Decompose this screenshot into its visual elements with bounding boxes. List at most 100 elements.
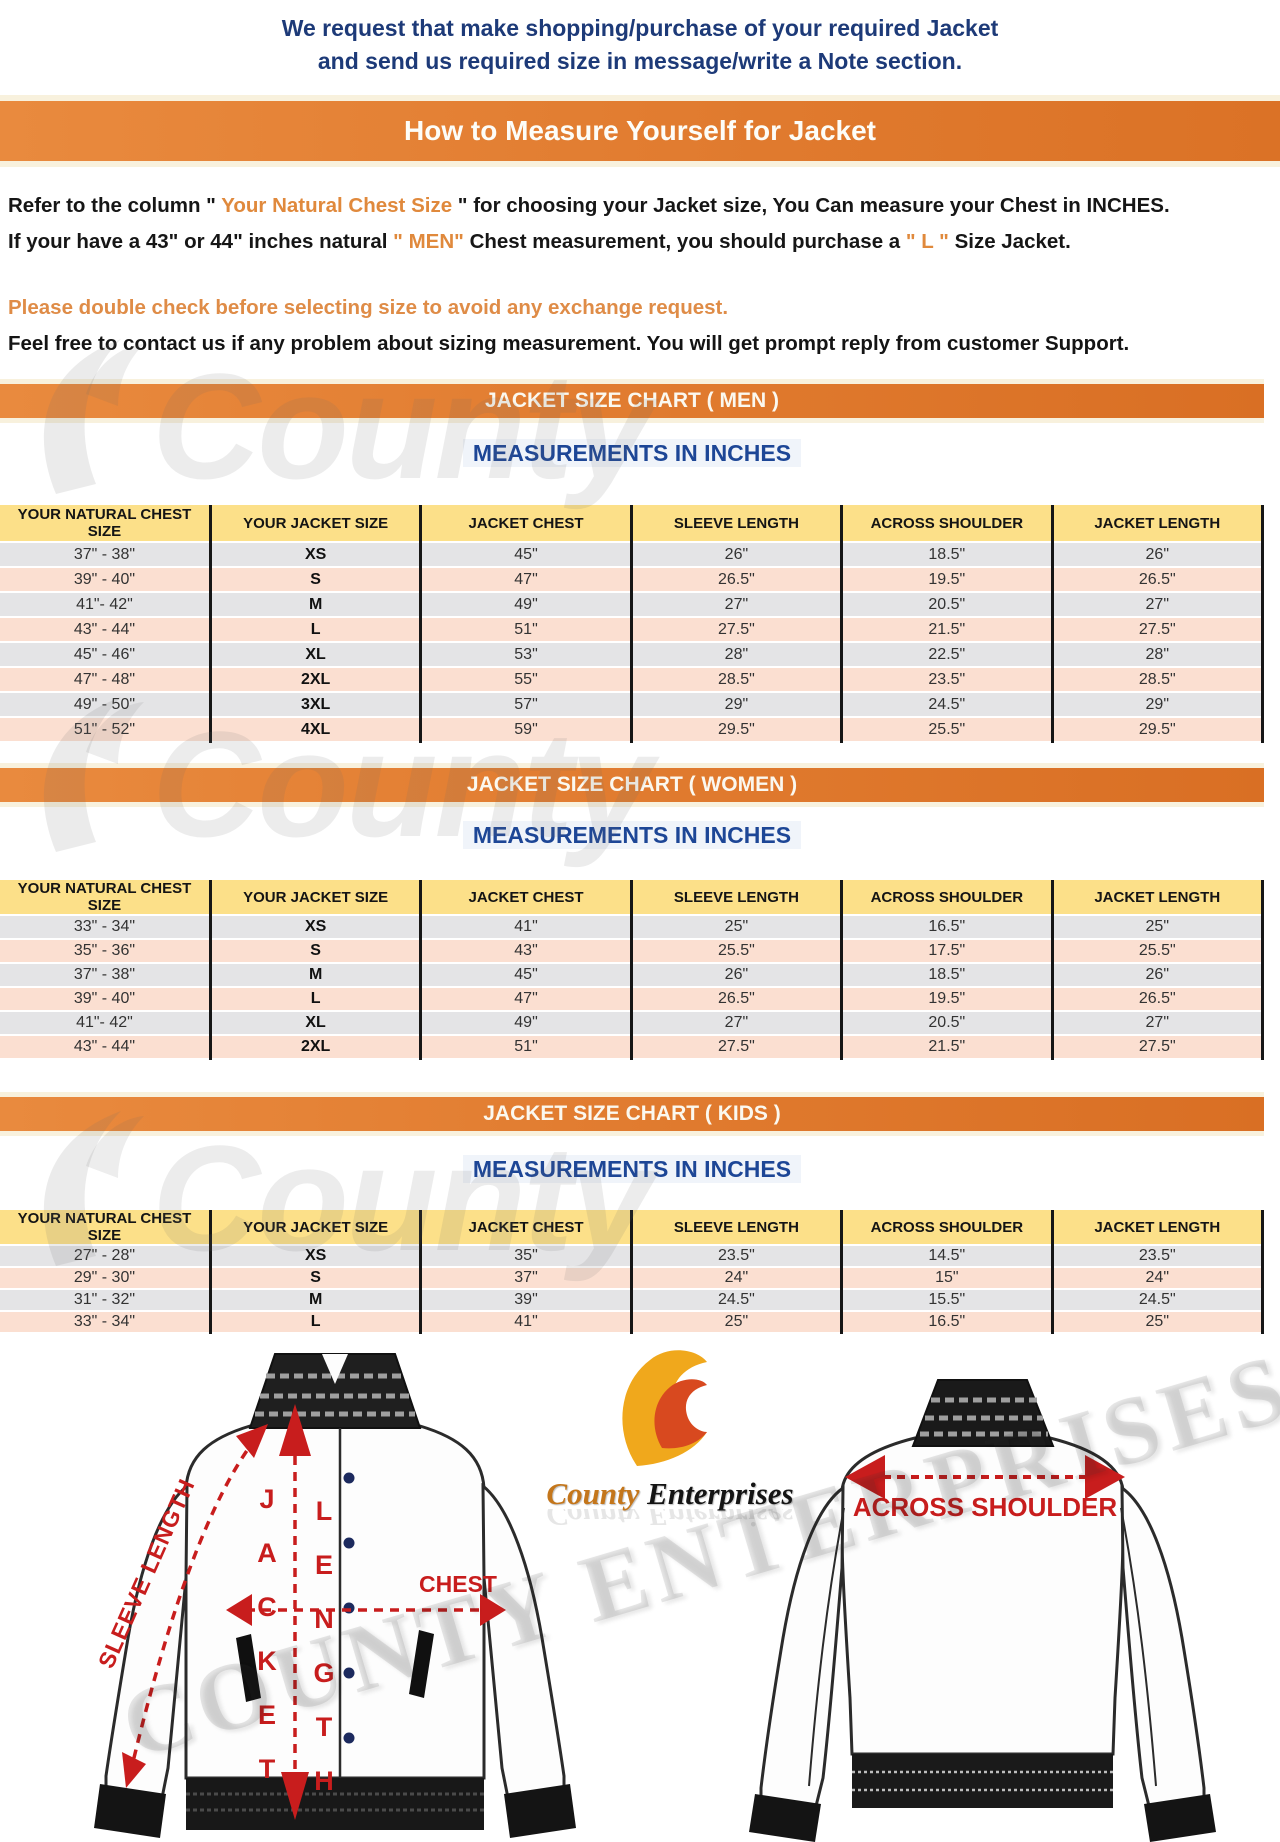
table-cell: L — [210, 617, 423, 643]
kids-size-table: YOUR NATURAL CHEST SIZE YOUR JACKET SIZE J… — [0, 1210, 1265, 1334]
table-cell: 47" — [420, 567, 633, 593]
left-pocket — [236, 1634, 261, 1702]
left-sleeve — [104, 1482, 189, 1800]
column-header: YOUR NATURAL CHEST SIZE — [0, 880, 212, 916]
sleeve-seam — [1120, 1507, 1157, 1787]
table-cell: 35" - 36" — [0, 939, 212, 964]
table-cell: 35" — [420, 1245, 633, 1268]
table-cell: 19.5" — [841, 567, 1054, 593]
sizing-note-line2: If your have a 43" or 44" inches natural… — [8, 224, 1268, 260]
table-cell: XS — [210, 542, 423, 568]
table-row: 37" - 38" M 45" 26" 18.5" 26" — [0, 963, 1265, 988]
column-header: YOUR NATURAL CHEST SIZE — [0, 1210, 212, 1246]
table-cell: 18.5" — [841, 542, 1054, 568]
jacket-back-diagram: ACROSS SHOULDER — [749, 1379, 1216, 1842]
table-row: 51" - 52" 4XL 59" 29.5" 25.5" 29.5" — [0, 717, 1265, 743]
table-cell: 47" - 48" — [0, 667, 212, 693]
table-cell: 26" — [631, 963, 844, 988]
arrowhead — [845, 1455, 885, 1499]
column-header: ACROSS SHOULDER — [841, 505, 1054, 543]
table-cell: 25.5" — [631, 939, 844, 964]
table-cell: 41" — [420, 1311, 633, 1334]
note-text: Size Jacket. — [948, 230, 1071, 253]
intro-line2: and send us required size in message/wri… — [317, 48, 963, 74]
table-cell: 49" - 50" — [0, 692, 212, 718]
table-cell: S — [210, 939, 423, 964]
table-cell: 51" - 52" — [0, 717, 212, 743]
arrowhead — [281, 1772, 309, 1820]
women-subtitle-text: MEASUREMENTS IN INCHES — [462, 821, 802, 849]
table-cell: 33" - 34" — [0, 915, 212, 940]
table-cell: 24.5" — [1052, 1289, 1265, 1312]
county-watermark-text: County — [152, 342, 654, 510]
column-header: JACKET CHEST — [420, 505, 633, 543]
button — [343, 1602, 355, 1614]
men-chart-banner: JACKET SIZE CHART ( MEN ) — [0, 379, 1264, 423]
table-cell: 45" — [420, 542, 633, 568]
note-text: If your have a 43" or 44" inches natural — [8, 230, 394, 253]
men-subtitle: MEASUREMENTS IN INCHES — [0, 439, 1264, 467]
table-cell: 39" - 40" — [0, 987, 212, 1012]
button — [343, 1732, 355, 1744]
table-cell: 2XL — [210, 1035, 423, 1060]
county-enterprises-logo-icon — [622, 1350, 707, 1466]
table-row: 33" - 34" L 41" 25" 16.5" 25" — [0, 1311, 1265, 1334]
column-header: YOUR JACKET SIZE — [210, 880, 423, 916]
table-row: 37" - 38" XS 45" 26" 18.5" 26" — [0, 542, 1265, 568]
column-header: YOUR JACKET SIZE — [210, 1210, 423, 1246]
table-cell: 26" — [1052, 542, 1265, 568]
right-cuff — [504, 1784, 576, 1838]
table-cell: 3XL — [210, 692, 423, 718]
table-cell: 26" — [631, 542, 844, 568]
sleeve-length-arrow — [130, 1436, 258, 1767]
women-chart-banner: JACKET SIZE CHART ( WOMEN ) — [0, 763, 1264, 807]
table-cell: 29.5" — [631, 717, 844, 743]
table-cell: 51" — [420, 1035, 633, 1060]
table-cell: 43" — [420, 939, 633, 964]
right-sleeve — [481, 1482, 566, 1800]
table-cell: XS — [210, 1245, 423, 1268]
logo-county: County — [546, 1476, 640, 1511]
table-row: 31" - 32" M 39" 24.5" 15.5" 24.5" — [0, 1289, 1265, 1312]
table-cell: 27.5" — [631, 617, 844, 643]
table-cell: 28.5" — [1052, 667, 1265, 693]
note-highlight: " L " — [905, 230, 949, 253]
back-left-cuff — [749, 1794, 821, 1842]
table-cell: 24" — [1052, 1267, 1265, 1290]
men-subtitle-text: MEASUREMENTS IN INCHES — [462, 439, 802, 467]
arrowhead — [226, 1594, 252, 1626]
kids-chart-banner: JACKET SIZE CHART ( KIDS ) — [0, 1092, 1264, 1136]
table-cell: 14.5" — [841, 1245, 1054, 1268]
table-cell: 16.5" — [841, 915, 1054, 940]
back-hem-band — [852, 1754, 1113, 1808]
note-text: Refer to the column " — [8, 194, 222, 217]
table-cell: XS — [210, 915, 423, 940]
button — [343, 1667, 355, 1679]
column-header: YOUR NATURAL CHEST SIZE — [0, 505, 212, 543]
women-size-table: YOUR NATURAL CHEST SIZE YOUR JACKET SIZE J… — [0, 880, 1265, 1060]
column-header: SLEEVE LENGTH — [631, 505, 844, 543]
table-row: 29" - 30" S 37" 24" 15" 24" — [0, 1267, 1265, 1290]
double-check-notice: Please double check before selecting siz… — [8, 296, 729, 319]
table-cell: 23.5" — [1052, 1245, 1265, 1268]
table-cell: S — [210, 567, 423, 593]
table-cell: 21.5" — [841, 617, 1054, 643]
collar-notch — [322, 1354, 348, 1384]
sizing-note-line1: Refer to the column " Your Natural Chest… — [8, 188, 1268, 224]
table-cell: 57" — [420, 692, 633, 718]
table-cell: 18.5" — [841, 963, 1054, 988]
column-header: JACKET CHEST — [420, 880, 633, 916]
table-cell: 20.5" — [841, 592, 1054, 618]
table-cell: 41"- 42" — [0, 1011, 212, 1036]
table-cell: 25" — [631, 1311, 844, 1334]
table-cell: 25" — [631, 915, 844, 940]
column-header: SLEEVE LENGTH — [631, 1210, 844, 1246]
table-cell: 15" — [841, 1267, 1054, 1290]
table-cell: M — [210, 963, 423, 988]
table-cell: 28.5" — [631, 667, 844, 693]
county-watermark: County — [26, 339, 654, 513]
table-cell: 25.5" — [841, 717, 1054, 743]
